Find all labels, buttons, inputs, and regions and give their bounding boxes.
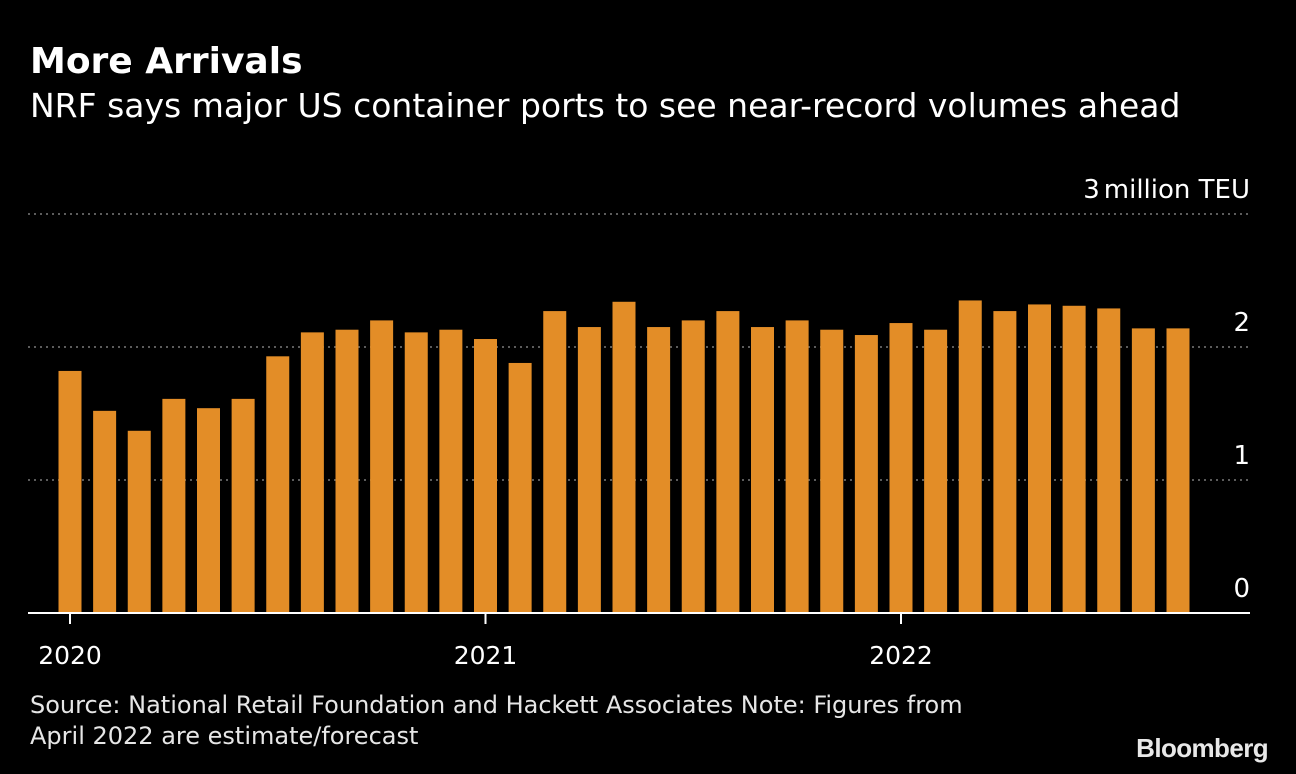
bar-2021-01 xyxy=(474,339,497,613)
bar-2020-06 xyxy=(231,398,255,613)
bar-2021-12 xyxy=(854,335,878,613)
bar-2021-10 xyxy=(785,320,809,613)
bar-2020-11 xyxy=(404,332,428,613)
bar-2021-03 xyxy=(543,311,567,613)
bar-2022-03 xyxy=(958,300,982,613)
bar-2021-08 xyxy=(716,311,740,613)
bar-2022-07 xyxy=(1097,308,1121,613)
bar-2021-07 xyxy=(681,320,705,613)
bar-2021-02 xyxy=(508,362,532,613)
bar-2021-06 xyxy=(647,327,671,613)
bar-2022-06 xyxy=(1062,305,1086,613)
chart-title: More Arrivals xyxy=(30,41,303,82)
y-tick-label-1: 1 xyxy=(1233,441,1250,471)
bar-2020-02 xyxy=(93,410,117,613)
bar-2020-05 xyxy=(197,408,220,613)
x-tick-label-2022: 2022 xyxy=(869,641,933,670)
source-note: Source: National Retail Foundation and H… xyxy=(30,691,963,750)
bar-2021-09 xyxy=(751,327,774,613)
bar-chart: 0 1 2 3 million TEU 2020 2021 2022 xyxy=(28,175,1250,670)
y-tick-label-0: 0 xyxy=(1233,574,1250,604)
chart-subtitle: NRF says major US container ports to see… xyxy=(30,86,1181,125)
bar-2020-03 xyxy=(127,430,151,613)
x-tick-label-2021: 2021 xyxy=(454,641,518,670)
bar-2021-05 xyxy=(612,301,636,613)
y-tick-label-2: 2 xyxy=(1233,308,1250,338)
bloomberg-logo: Bloomberg xyxy=(1136,733,1268,763)
bar-2022-05 xyxy=(1028,304,1051,613)
bar-2022-08 xyxy=(1131,328,1155,613)
bar-2020-04 xyxy=(162,398,186,613)
bar-2020-10 xyxy=(370,320,394,613)
bar-2020-08 xyxy=(300,332,324,613)
bar-2022-02 xyxy=(924,329,948,613)
bar-2022-01 xyxy=(889,323,913,613)
bar-2021-04 xyxy=(577,327,601,613)
bar-2022-09 xyxy=(1166,328,1190,613)
bar-2022-04 xyxy=(993,311,1017,613)
bar-2020-12 xyxy=(439,329,463,613)
x-tick-label-2020: 2020 xyxy=(38,641,102,670)
bar-2021-11 xyxy=(820,329,844,613)
y-tick-label-3: 3 million TEU xyxy=(1083,175,1250,205)
bar-2020-07 xyxy=(266,356,290,613)
bar-2020-01 xyxy=(58,370,82,613)
bar-2020-09 xyxy=(335,329,359,613)
